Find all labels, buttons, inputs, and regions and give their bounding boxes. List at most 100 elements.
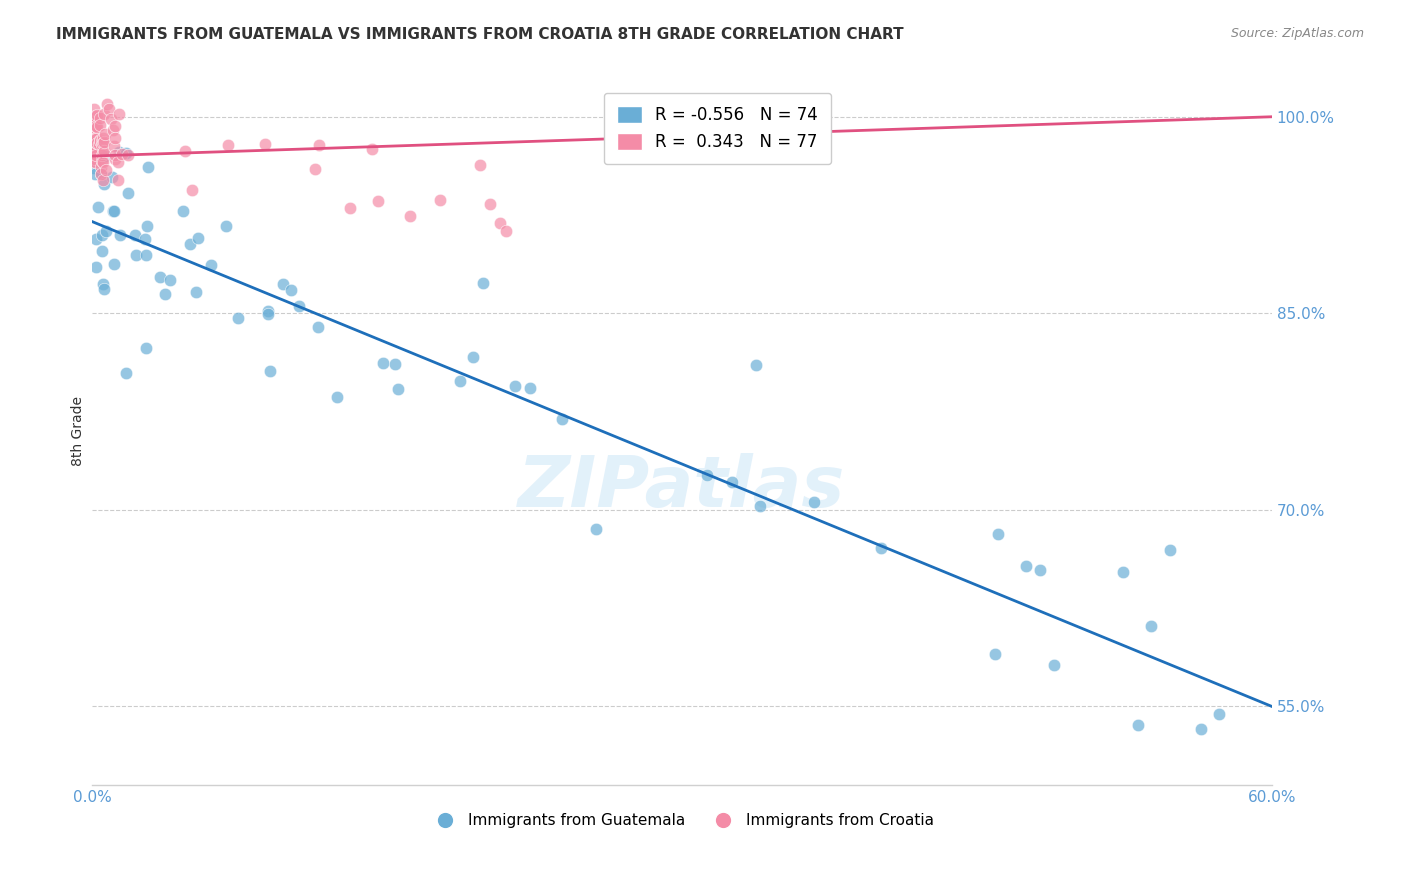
Point (172, 203, 194, 218)
Point (84, 120, 107, 134)
Point (115, 366, 138, 380)
Point (478, 196, 501, 211)
Point (91, 138, 114, 153)
Point (86, 131, 108, 145)
Point (93, 136, 115, 150)
Point (86, 120, 108, 134)
Point (470, 158, 492, 172)
Point (89, 136, 111, 151)
Point (94, 163, 117, 178)
Point (472, 277, 495, 291)
Point (505, 379, 527, 393)
Point (449, 374, 471, 388)
Point (82, 115, 104, 129)
Point (91, 136, 114, 150)
Point (1140, 619, 1163, 633)
Point (89, 118, 111, 132)
Point (749, 500, 772, 514)
Point (84, 109, 107, 123)
Point (489, 216, 512, 230)
Point (91, 155, 114, 169)
Text: IMMIGRANTS FROM GUATEMALA VS IMMIGRANTS FROM CROATIA 8TH GRADE CORRELATION CHART: IMMIGRANTS FROM GUATEMALA VS IMMIGRANTS … (56, 27, 904, 42)
Point (721, 475, 744, 489)
Text: ZIPatlas: ZIPatlas (519, 453, 846, 523)
Point (271, 277, 294, 292)
Point (104, 152, 127, 166)
Point (107, 172, 129, 186)
Point (90, 167, 112, 181)
Point (84, 260, 107, 274)
Point (93, 107, 115, 121)
Point (387, 382, 409, 396)
Point (463, 350, 485, 364)
Point (103, 204, 125, 219)
Point (585, 522, 607, 536)
Point (745, 359, 768, 373)
Point (384, 357, 406, 371)
Point (187, 231, 209, 245)
Point (82, 154, 104, 169)
Point (91, 244, 114, 258)
Point (108, 227, 131, 242)
Point (136, 219, 159, 233)
Point (86, 136, 108, 151)
Y-axis label: 8th Grade: 8th Grade (72, 396, 86, 467)
Point (326, 390, 349, 404)
Point (256, 303, 278, 318)
Point (101, 123, 124, 137)
Point (149, 269, 172, 284)
Point (89, 111, 111, 125)
Point (86, 108, 108, 122)
Point (82, 138, 104, 153)
Text: Source: ZipAtlas.com: Source: ZipAtlas.com (1230, 27, 1364, 40)
Point (84, 130, 107, 145)
Point (91, 154, 114, 169)
Point (82, 143, 104, 157)
Point (803, 495, 825, 509)
Point (83, 124, 105, 138)
Point (1043, 657, 1066, 672)
Point (96, 224, 118, 238)
Point (83, 161, 105, 176)
Point (91, 134, 114, 148)
Point (83, 115, 105, 129)
Point (84, 167, 107, 181)
Point (288, 299, 311, 313)
Point (159, 273, 181, 287)
Point (97, 102, 120, 116)
Point (253, 137, 276, 152)
Point (108, 107, 131, 121)
Point (84, 115, 107, 129)
Point (179, 237, 201, 252)
Legend: Immigrants from Guatemala, Immigrants from Croatia: Immigrants from Guatemala, Immigrants fr… (423, 807, 941, 834)
Point (91, 228, 114, 243)
Point (181, 183, 204, 197)
Point (89, 133, 111, 147)
Point (91, 277, 114, 292)
Point (200, 258, 222, 272)
Point (134, 231, 156, 245)
Point (89, 134, 111, 148)
Point (280, 283, 302, 297)
Point (1189, 722, 1212, 736)
Point (519, 381, 541, 395)
Point (399, 209, 422, 223)
Point (304, 162, 326, 177)
Point (100, 112, 122, 126)
Point (84, 155, 107, 169)
Point (83, 132, 105, 146)
Point (367, 194, 389, 208)
Point (307, 319, 329, 334)
Point (90, 167, 112, 181)
Point (82, 145, 104, 159)
Point (91, 145, 114, 160)
Point (215, 219, 238, 233)
Point (117, 186, 139, 201)
Point (1208, 707, 1230, 722)
Point (984, 647, 1007, 661)
Point (695, 468, 717, 483)
Point (91, 172, 114, 186)
Point (83, 136, 105, 150)
Point (83, 102, 105, 116)
Point (135, 248, 157, 262)
